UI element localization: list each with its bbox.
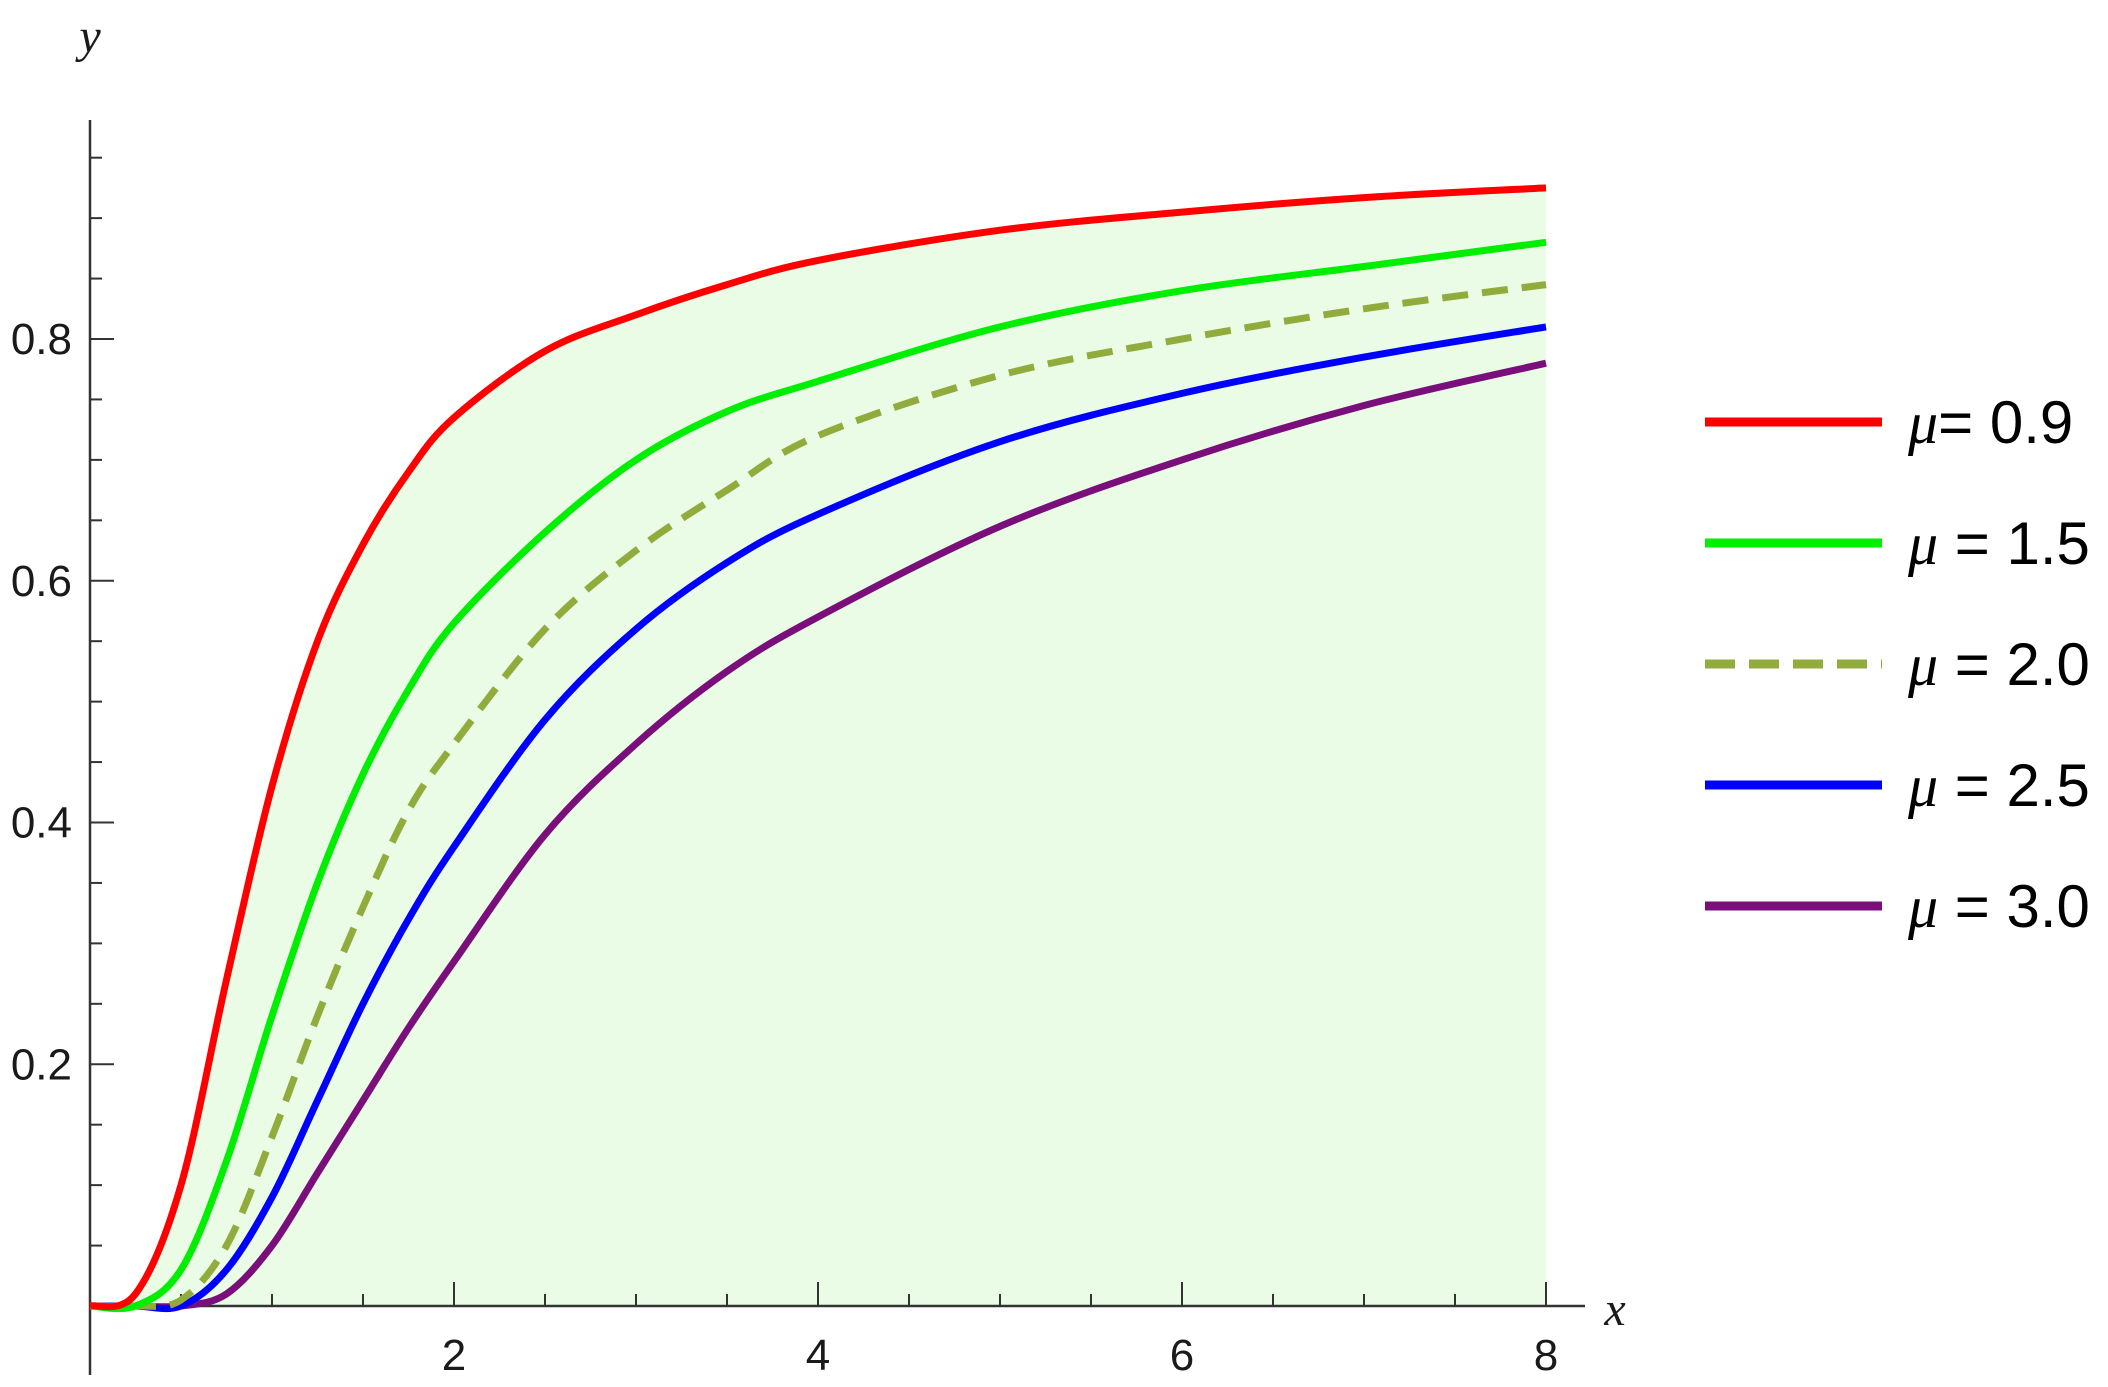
legend-mu-symbol: μ bbox=[1907, 390, 1938, 456]
x-tick-label: 4 bbox=[806, 1331, 830, 1380]
legend-label: μ= 0.9 bbox=[1907, 389, 2073, 456]
series-line bbox=[89, 281, 1547, 1310]
x-tick-label: 2 bbox=[442, 1331, 466, 1380]
legend-value: = 3.0 bbox=[1938, 873, 2090, 940]
series-line bbox=[90, 323, 1547, 1313]
legend-value: = 0.9 bbox=[1938, 389, 2073, 456]
legend-mu-symbol: μ bbox=[1907, 511, 1938, 577]
legend-mu-symbol: μ bbox=[1907, 753, 1938, 819]
legend-mu-symbol: μ bbox=[1907, 632, 1938, 698]
filled-region bbox=[90, 187, 1546, 1307]
y-axis-label: y bbox=[74, 10, 101, 63]
legend-label: μ = 2.5 bbox=[1907, 752, 2090, 819]
fill-area bbox=[90, 187, 1546, 1307]
x-tick-label: 6 bbox=[1170, 1331, 1194, 1380]
legend-value: = 2.5 bbox=[1938, 752, 2090, 819]
legend-label: μ = 3.0 bbox=[1907, 873, 2090, 940]
legend-mu-symbol: μ bbox=[1907, 874, 1938, 940]
x-axis-label: x bbox=[1603, 1283, 1625, 1336]
legend-value: = 2.0 bbox=[1938, 631, 2090, 698]
y-tick-label: 0.8 bbox=[11, 315, 72, 364]
legend-value: = 1.5 bbox=[1938, 510, 2090, 577]
legend: μ= 0.9μ = 1.5μ = 2.0μ = 2.5μ = 3.0 bbox=[1705, 389, 2090, 940]
y-tick-label: 0.6 bbox=[11, 557, 72, 606]
series-line bbox=[90, 359, 1547, 1311]
y-tick-label: 0.2 bbox=[11, 1040, 72, 1089]
series-line bbox=[89, 184, 1547, 1311]
axes: 2 4 6 8 0.2 0.4 0.6 0.8 x y bbox=[11, 10, 1626, 1380]
legend-label: μ = 2.0 bbox=[1907, 631, 2090, 698]
x-tick-label: 8 bbox=[1534, 1331, 1558, 1380]
series-lines bbox=[89, 184, 1547, 1313]
series-line bbox=[89, 238, 1547, 1313]
legend-label: μ = 1.5 bbox=[1907, 510, 2090, 577]
y-tick-label: 0.4 bbox=[11, 799, 72, 848]
